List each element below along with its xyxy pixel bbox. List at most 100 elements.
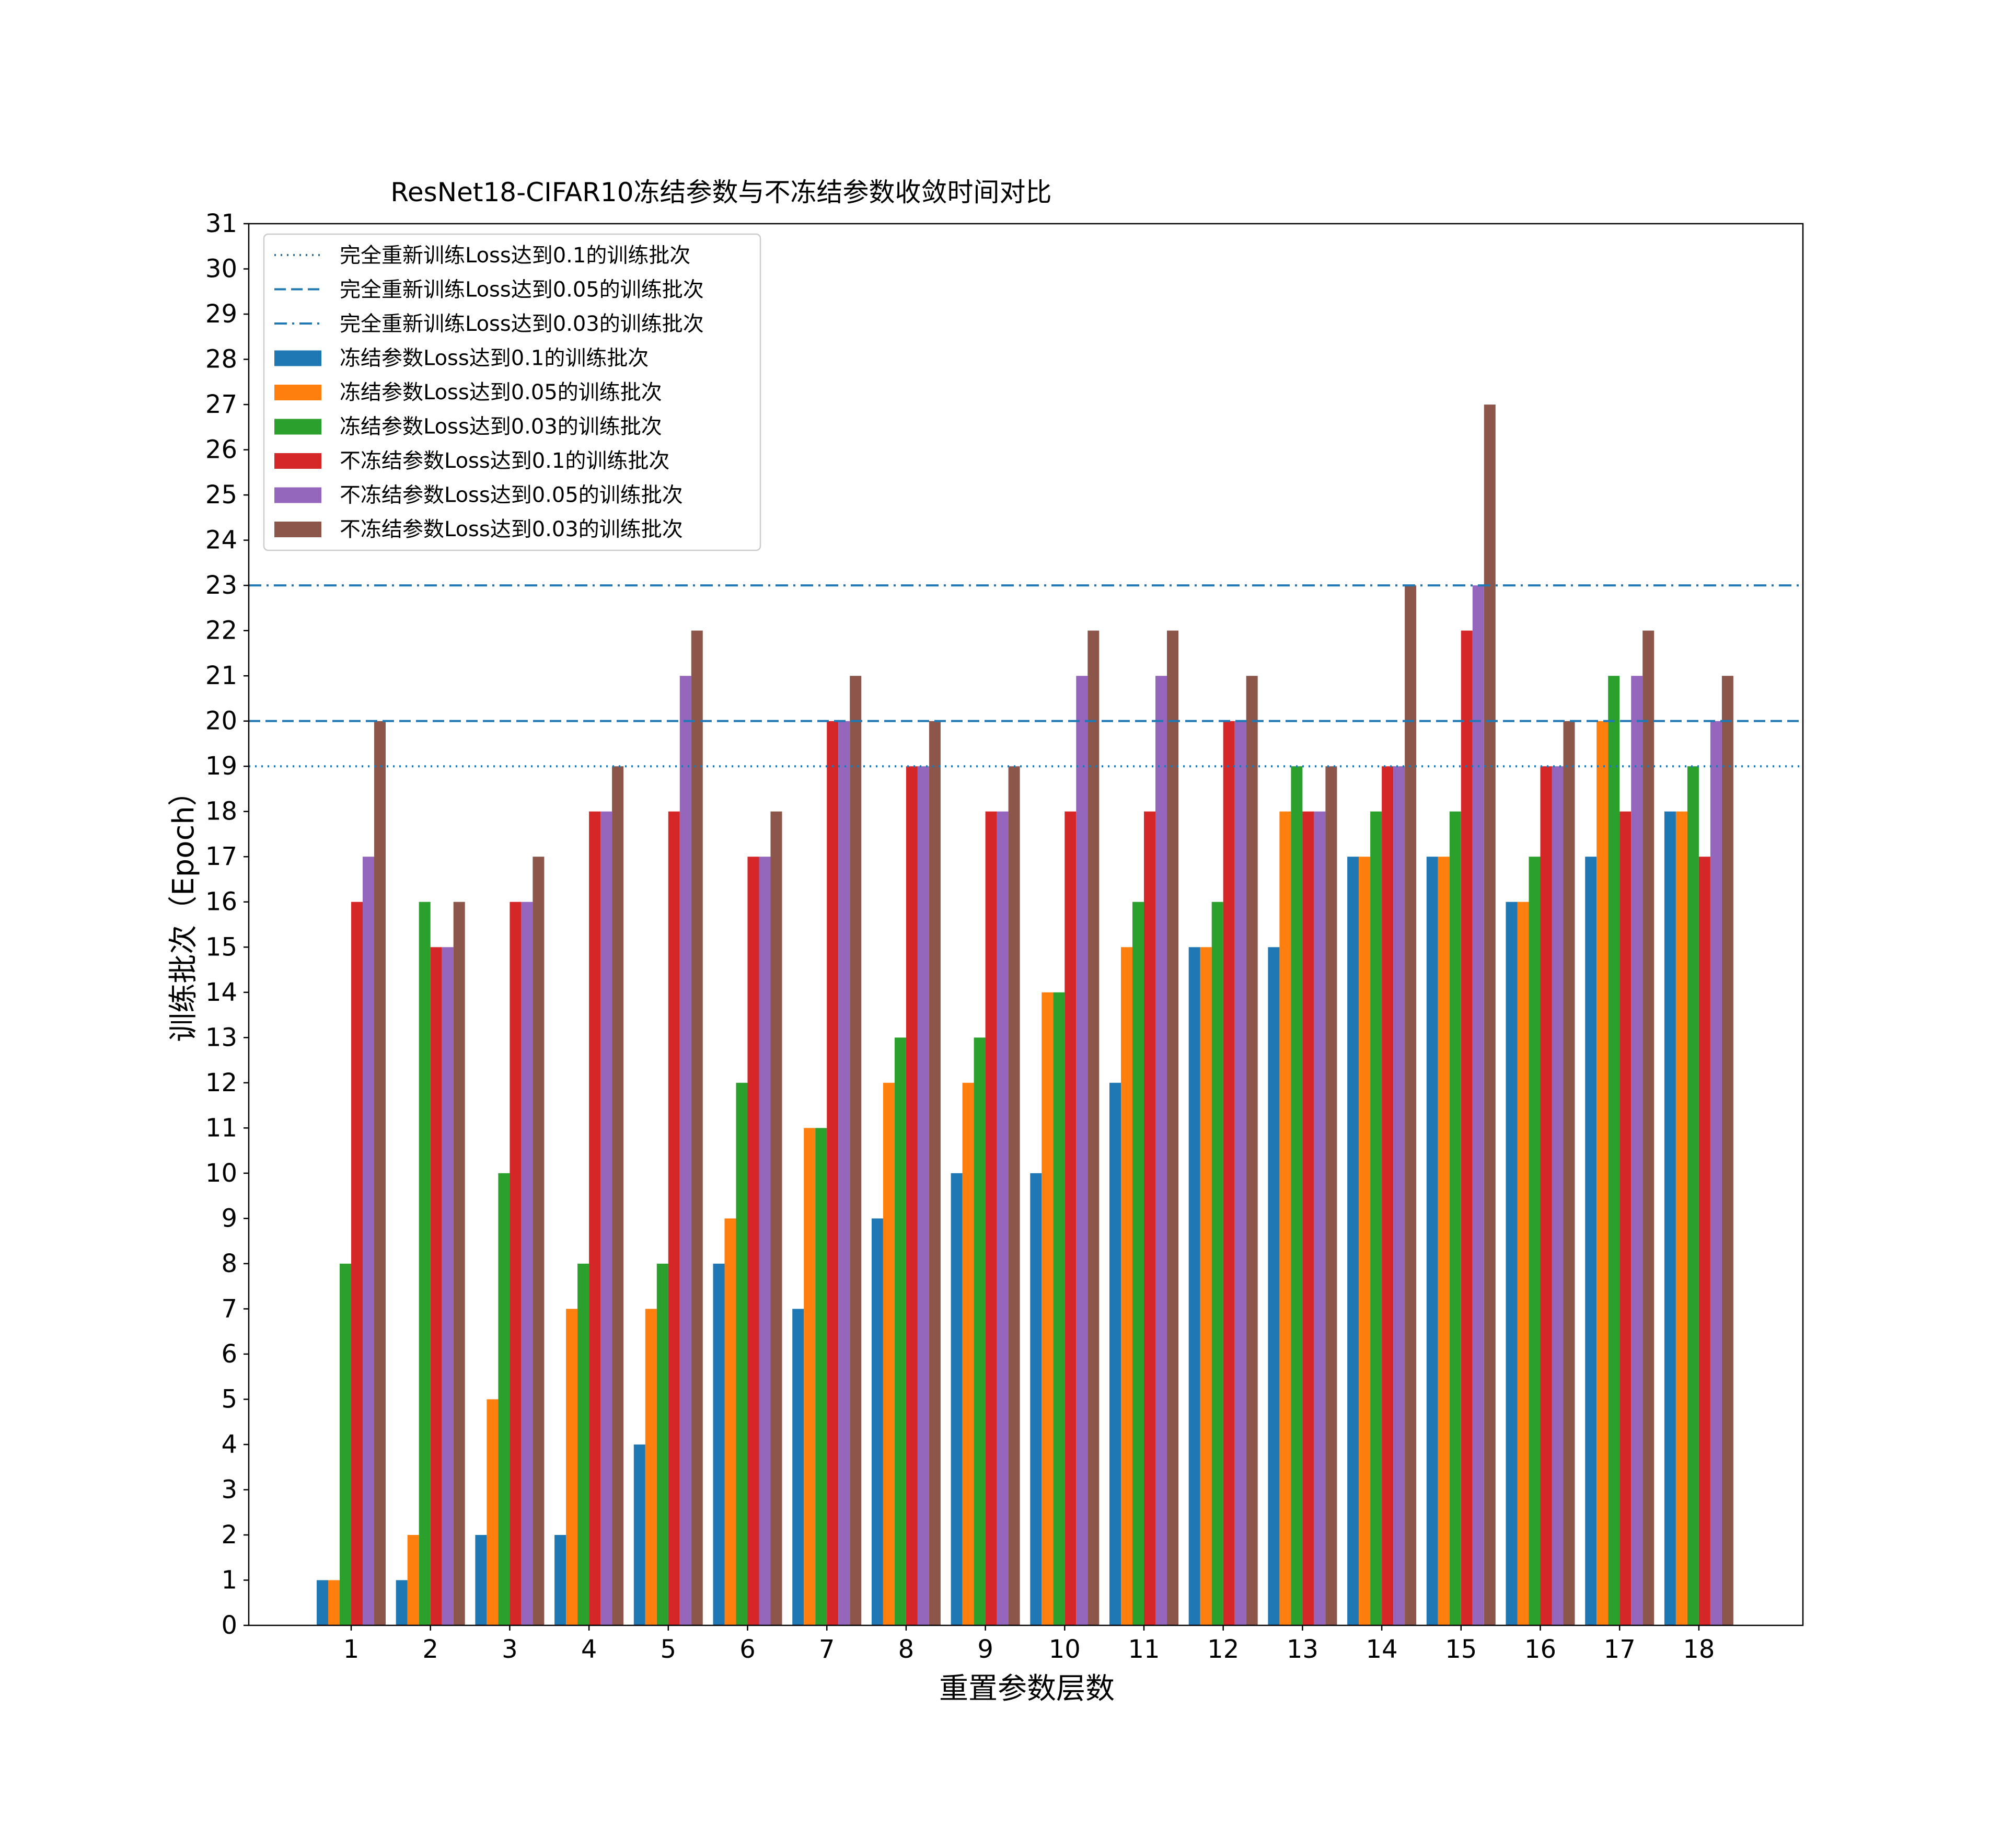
bar-series-2-cat-7 (804, 1128, 816, 1625)
bar-series-5-cat-6 (759, 857, 771, 1625)
x-tick-label: 8 (898, 1635, 915, 1664)
y-tick-label: 10 (205, 1159, 237, 1188)
legend-patch-swatch (274, 522, 321, 537)
bar-series-4-cat-10 (1065, 811, 1077, 1625)
y-tick-label: 11 (205, 1113, 237, 1142)
bar-series-5-cat-4 (600, 811, 612, 1625)
x-tick-label: 4 (581, 1635, 597, 1664)
x-tick-label: 12 (1207, 1635, 1239, 1664)
bar-series-6-cat-1 (374, 721, 386, 1625)
bar-series-4-cat-7 (827, 721, 839, 1625)
y-tick-label: 22 (205, 616, 237, 645)
bar-series-4-cat-5 (668, 811, 680, 1625)
y-axis-label: 训练批次（Epoch） (167, 777, 201, 1042)
bar-series-3-cat-12 (1211, 902, 1223, 1625)
legend-label: 完全重新训练Loss达到0.05的训练批次 (340, 278, 704, 302)
bar-series-1-cat-6 (713, 1263, 725, 1625)
y-tick-label: 20 (205, 707, 237, 736)
bar-series-4-cat-4 (589, 811, 601, 1625)
bar-series-4-cat-18 (1698, 857, 1710, 1625)
x-tick-label: 15 (1445, 1635, 1477, 1664)
bar-series-5-cat-3 (521, 902, 533, 1625)
bar-series-2-cat-18 (1675, 811, 1687, 1625)
legend-label: 冻结参数Loss达到0.05的训练批次 (340, 380, 662, 405)
bar-series-3-cat-7 (815, 1128, 827, 1625)
bar-series-1-cat-12 (1188, 947, 1200, 1625)
x-tick-label: 17 (1604, 1635, 1636, 1664)
y-tick-label: 18 (205, 797, 237, 826)
bar-series-2-cat-16 (1517, 902, 1529, 1625)
x-tick-label: 9 (977, 1635, 993, 1664)
bar-series-1-cat-5 (633, 1444, 645, 1625)
bar-series-3-cat-15 (1449, 811, 1461, 1625)
bar-series-3-cat-17 (1608, 676, 1620, 1625)
bar-series-2-cat-2 (407, 1535, 419, 1625)
bar-series-5-cat-2 (442, 947, 454, 1625)
bar-series-6-cat-3 (533, 857, 545, 1625)
y-tick-label: 27 (205, 390, 237, 419)
bar-series-6-cat-10 (1087, 630, 1100, 1625)
x-tick-label: 16 (1524, 1635, 1556, 1664)
bar-series-1-cat-17 (1585, 857, 1597, 1625)
x-tick-label: 2 (422, 1635, 438, 1664)
legend-patch-swatch (274, 487, 321, 503)
bar-series-2-cat-6 (724, 1218, 736, 1625)
bar-series-4-cat-15 (1461, 630, 1473, 1625)
y-tick-label: 14 (205, 978, 237, 1007)
x-tick-label: 10 (1049, 1635, 1081, 1664)
bar-series-2-cat-1 (328, 1580, 340, 1625)
x-tick-label: 3 (502, 1635, 518, 1664)
plot-frame (248, 223, 1804, 1626)
x-tick-label: 5 (661, 1635, 677, 1664)
bar-series-2-cat-10 (1042, 992, 1054, 1625)
x-tick-label: 1 (343, 1635, 360, 1664)
y-tick-label: 15 (205, 932, 237, 962)
bar-series-2-cat-15 (1438, 857, 1450, 1625)
legend-label: 完全重新训练Loss达到0.03的训练批次 (340, 312, 704, 336)
bar-series-2-cat-12 (1200, 947, 1212, 1625)
bar-series-1-cat-16 (1506, 902, 1518, 1625)
bar-series-5-cat-13 (1314, 811, 1326, 1625)
legend-label: 完全重新训练Loss达到0.1的训练批次 (340, 244, 690, 268)
legend-label: 冻结参数Loss达到0.1的训练批次 (340, 346, 649, 371)
bar-series-6-cat-12 (1246, 676, 1258, 1625)
x-tick-label: 6 (739, 1635, 756, 1664)
bar-series-1-cat-13 (1268, 947, 1280, 1625)
x-tick-label: 13 (1287, 1635, 1318, 1664)
legend-label: 不冻结参数Loss达到0.03的训练批次 (340, 517, 683, 541)
bar-series-4-cat-2 (430, 947, 442, 1625)
y-tick-label: 13 (205, 1023, 237, 1052)
legend: 完全重新训练Loss达到0.1的训练批次完全重新训练Loss达到0.05的训练批… (263, 233, 761, 551)
x-tick-label: 14 (1366, 1635, 1398, 1664)
bar-series-6-cat-6 (770, 811, 782, 1625)
legend-label: 不冻结参数Loss达到0.1的训练批次 (340, 449, 669, 473)
bar-series-1-cat-7 (792, 1309, 804, 1625)
bar-series-4-cat-9 (985, 811, 997, 1625)
y-tick-label: 12 (205, 1068, 237, 1098)
bar-series-5-cat-5 (679, 676, 691, 1625)
bar-series-2-cat-14 (1359, 857, 1371, 1625)
y-tick-label: 25 (205, 480, 237, 510)
bar-series-5-cat-15 (1472, 585, 1484, 1625)
bar-series-2-cat-17 (1596, 721, 1609, 1625)
bar-series-3-cat-11 (1132, 902, 1144, 1625)
bar-series-4-cat-14 (1382, 766, 1394, 1625)
bar-series-5-cat-8 (917, 766, 929, 1625)
bar-series-6-cat-18 (1721, 676, 1733, 1625)
bar-series-2-cat-11 (1121, 947, 1132, 1625)
bar-series-6-cat-16 (1563, 721, 1575, 1625)
y-tick-label: 19 (205, 752, 237, 781)
bar-series-3-cat-14 (1370, 811, 1382, 1625)
legend-label: 冻结参数Loss达到0.03的训练批次 (340, 415, 662, 439)
x-tick-label: 7 (819, 1635, 835, 1664)
bar-series-6-cat-5 (691, 630, 703, 1625)
y-tick-label: 24 (205, 526, 237, 555)
y-tick-label: 7 (221, 1294, 237, 1323)
bar-series-6-cat-2 (453, 902, 465, 1625)
bar-series-3-cat-9 (974, 1037, 986, 1625)
bar-series-6-cat-13 (1325, 766, 1337, 1625)
bar-series-6-cat-15 (1484, 405, 1496, 1625)
bar-series-6-cat-14 (1405, 585, 1417, 1625)
bar-series-4-cat-8 (906, 766, 918, 1625)
